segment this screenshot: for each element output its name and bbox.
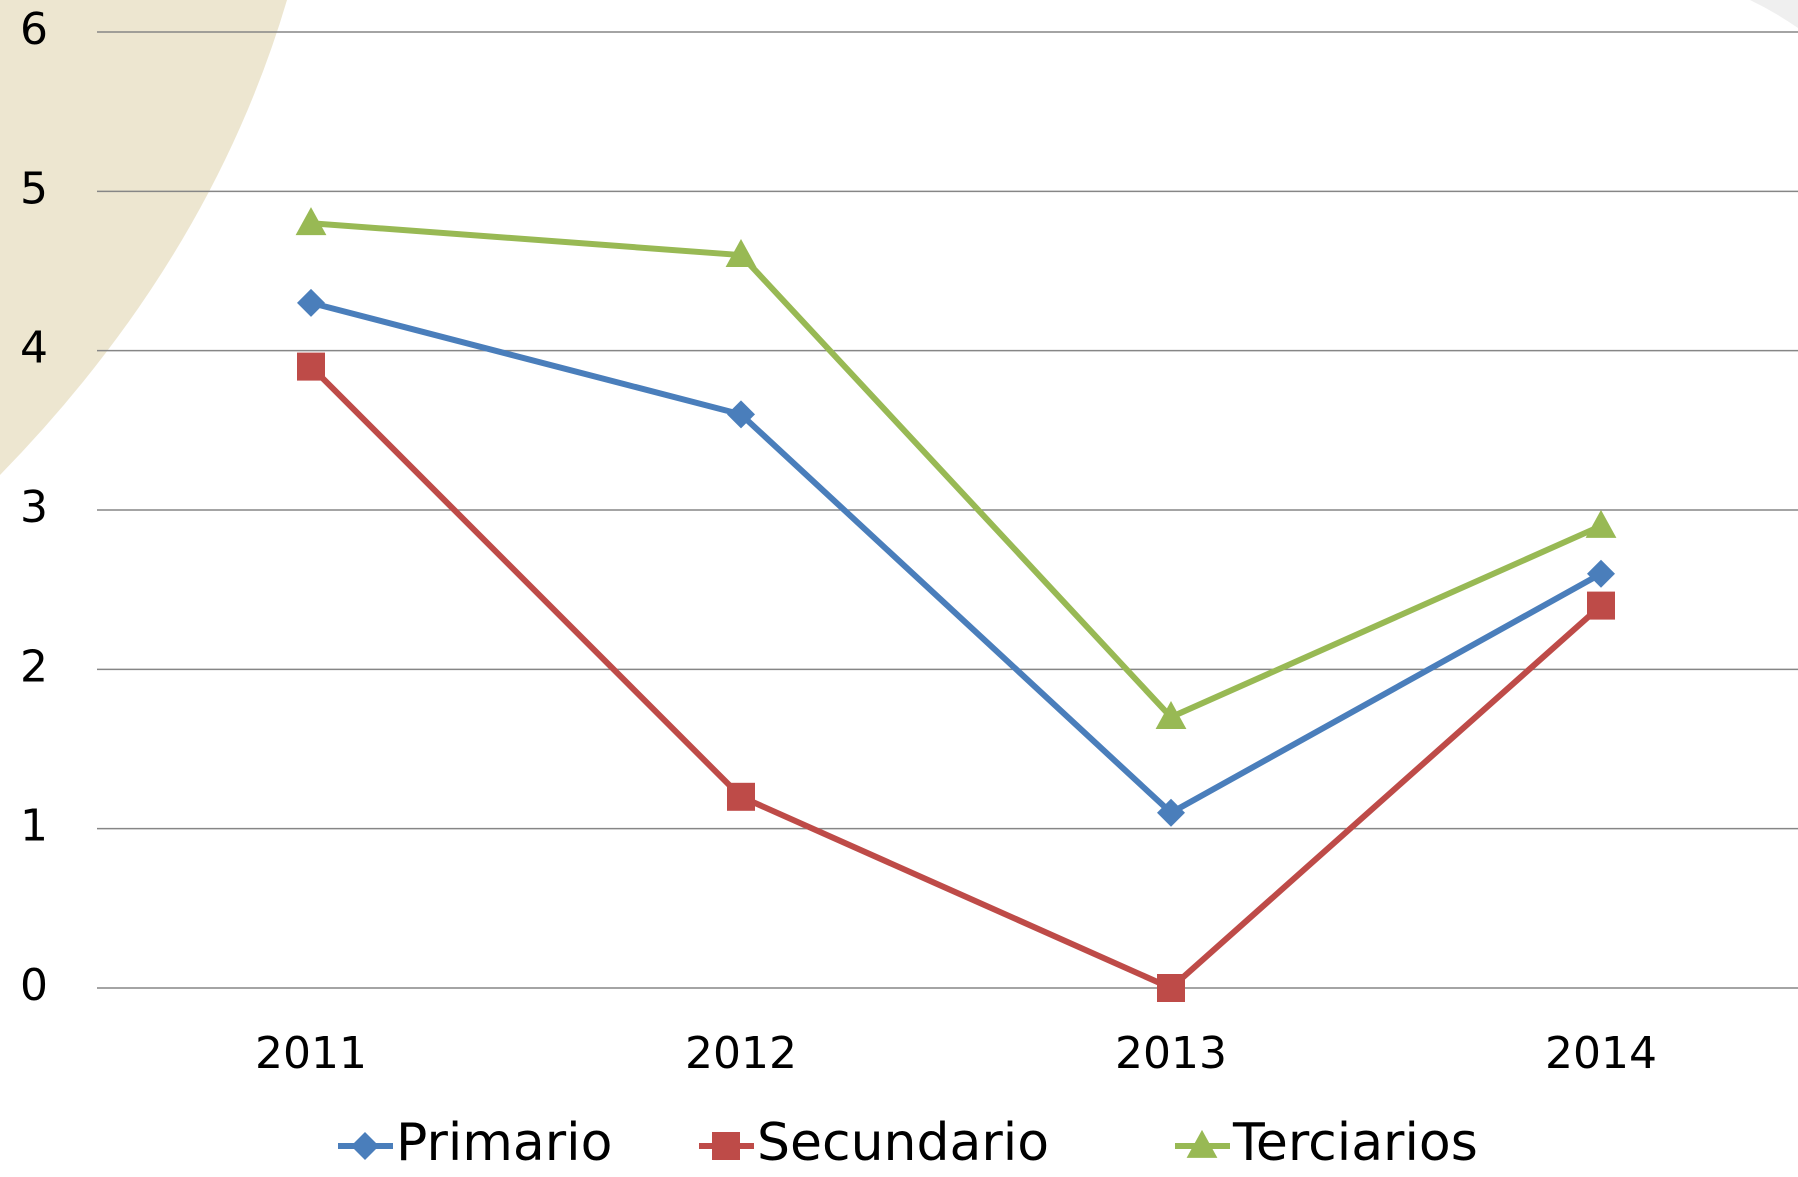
legend-label: Secundario bbox=[757, 1113, 1049, 1173]
plot bbox=[295, 207, 1617, 1002]
x-tick-label: 2012 bbox=[685, 1028, 797, 1079]
x-tick-label: 2013 bbox=[1115, 1028, 1227, 1079]
marker bbox=[1587, 559, 1615, 588]
x-tick-label: 2014 bbox=[1545, 1028, 1657, 1079]
marker bbox=[1585, 509, 1617, 538]
marker bbox=[727, 400, 755, 429]
marker bbox=[727, 782, 755, 811]
legend: Primario Secundario Terciarios bbox=[338, 1113, 1478, 1173]
grid: 0 1 2 3 4 5 6 2011 2012 2013 2014 bbox=[20, 4, 1798, 1079]
marker bbox=[1157, 798, 1185, 827]
marker bbox=[351, 1132, 379, 1160]
background-shape bbox=[0, 0, 287, 475]
y-tick-label: 6 bbox=[20, 4, 48, 55]
background-shape bbox=[1750, 0, 1798, 28]
marker bbox=[297, 288, 325, 317]
y-tick-label: 0 bbox=[20, 960, 48, 1011]
marker bbox=[1587, 591, 1615, 620]
legend-label: Terciarios bbox=[1232, 1113, 1478, 1173]
legend-label: Primario bbox=[396, 1113, 612, 1173]
marker bbox=[712, 1132, 740, 1160]
marker bbox=[295, 207, 327, 236]
series-line bbox=[310, 299, 1603, 816]
y-tick-label: 3 bbox=[20, 482, 48, 533]
marker bbox=[1157, 974, 1185, 1002]
y-tick-label: 4 bbox=[20, 323, 48, 374]
marker bbox=[297, 352, 325, 381]
marker bbox=[1186, 1129, 1218, 1158]
y-tick-label: 5 bbox=[20, 163, 48, 214]
series-line bbox=[310, 220, 1603, 721]
marker bbox=[725, 238, 757, 267]
series-line bbox=[308, 364, 1603, 991]
x-tick-label: 2011 bbox=[255, 1028, 367, 1079]
y-tick-label: 1 bbox=[20, 801, 48, 852]
y-tick-label: 2 bbox=[20, 641, 48, 692]
marker bbox=[1155, 701, 1187, 730]
